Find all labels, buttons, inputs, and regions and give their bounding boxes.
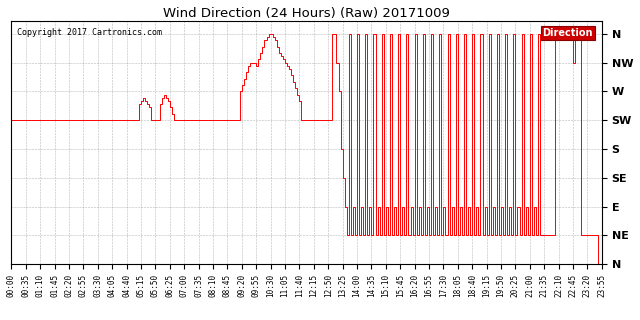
Text: Copyright 2017 Cartronics.com: Copyright 2017 Cartronics.com: [17, 28, 163, 37]
Title: Wind Direction (24 Hours) (Raw) 20171009: Wind Direction (24 Hours) (Raw) 20171009: [163, 7, 450, 20]
Text: Direction: Direction: [543, 28, 593, 38]
